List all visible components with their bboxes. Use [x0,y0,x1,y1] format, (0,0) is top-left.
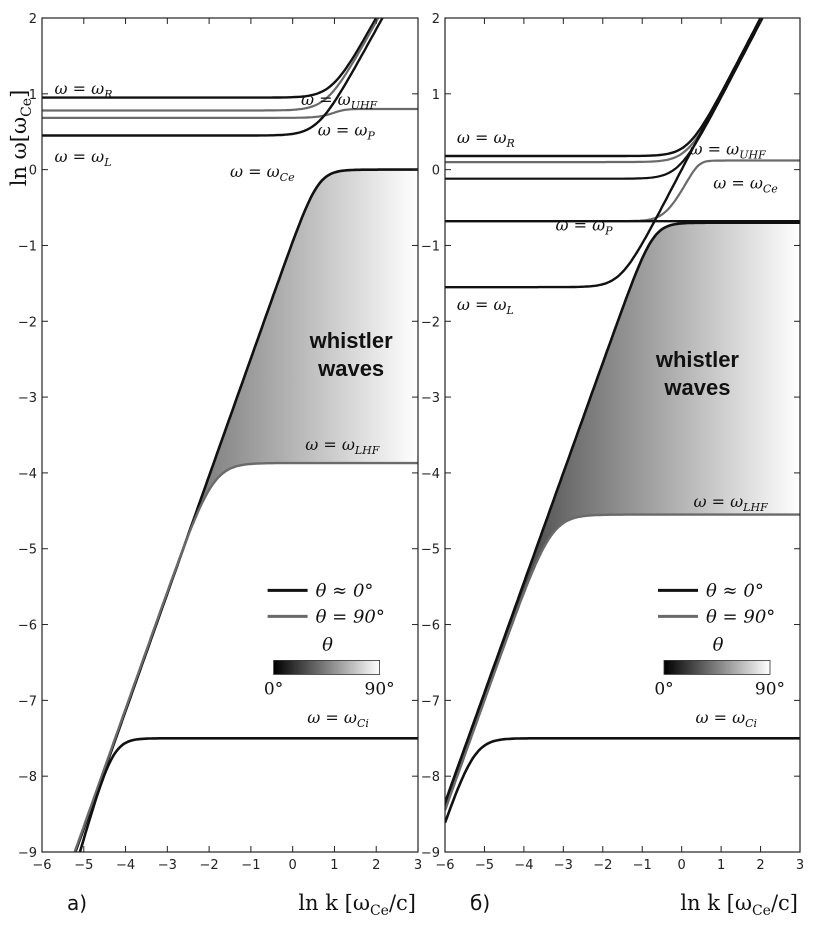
level-label-LHF: ω = ωLHF [694,492,769,514]
x-tick-label: −5 [475,858,494,873]
panel-letter: а) [67,891,87,915]
x-tick-label: −4 [116,858,135,873]
plot-area [42,18,418,852]
x-tick-label: 1 [717,858,725,873]
whistler-shaded-region [445,222,800,811]
y-tick-label: −6 [18,619,37,634]
y-tick-label: −1 [421,239,440,254]
x-tick-label: 3 [796,858,804,873]
region-label-line1: whistler [655,347,740,372]
colorbar-title: θ [322,634,333,655]
legend-label-theta0: θ ≈ 0° [706,580,764,601]
y-tick-label: −9 [18,846,37,861]
R-branch-theta0-curve [42,18,378,99]
legend-label-theta0: θ ≈ 0° [316,580,374,601]
y-tick-label: −2 [421,315,440,330]
x-tick-label: −6 [435,858,454,873]
panel-b: −6 −5 −4 −3 −2 −1 0 1 2 3 2 1 0 −1 −2 −3 −4 −5 −6 −7 −8 −9 ω =… [421,12,804,919]
panel-letter: б) [470,891,490,915]
x-tick-label: −6 [32,858,51,873]
y-tick-label: 2 [432,12,440,27]
y-tick-label: −3 [18,391,37,406]
x-tick-label: 0 [678,858,686,873]
whistler-theta0-curve [445,221,800,804]
colorbar-max-label: 90° [755,679,785,699]
legend-label-theta90: θ = 90° [706,606,775,627]
colorbar-min-label: 0° [264,679,283,699]
lower-hybrid-theta90-curve [445,513,800,811]
colorbar [663,660,771,675]
plot-area [445,18,800,824]
L-branch-theta0-curve [42,18,384,137]
y-tick-label: −8 [421,770,440,785]
whistler-shaded-region [74,169,418,852]
x-tick-label: 2 [372,858,380,873]
x-tick-label: 0 [289,858,297,873]
x-axis-label: ln k [ωCe/c] [680,891,798,919]
colorbar-max-label: 90° [365,679,395,699]
region-label-line1: whistler [309,328,394,353]
y-tick-label: −4 [18,467,37,482]
level-label-Ce: ω = ωCe [230,162,295,184]
plot-frame [41,17,419,853]
x-tick-label: −3 [554,858,573,873]
upper-hybrid-theta90-curve [42,18,380,112]
level-label-P: ω = ωP [555,215,613,237]
x-tick-label: 2 [756,858,764,873]
region-label-line2: waves [317,356,384,381]
x-tick-label: −2 [200,858,219,873]
level-label-P: ω = ωP [318,121,376,143]
x-axis-label: ln k [ωCe/c] [298,891,416,919]
y-tick-label: −3 [421,391,440,406]
level-label-Ci: ω = ωCi [695,708,757,730]
x-tick-label: −2 [593,858,612,873]
y-tick-label: 1 [29,88,37,103]
L-branch-theta0-curve [445,18,762,289]
y-axis-label: ln ω[ωCe] [7,90,35,187]
colorbar-min-label: 0° [654,679,673,699]
y-tick-label: −5 [18,543,37,558]
level-label-L: ω = ωL [457,295,514,317]
colorbar [273,660,381,675]
y-tick-label: −1 [18,239,37,254]
x-tick-label: −3 [158,858,177,873]
P-branch-theta90-curve [42,107,418,119]
y-tick-label: 2 [29,12,37,27]
x-tick-label: −5 [74,858,93,873]
y-tick-label: −5 [421,543,440,558]
region-label-line2: waves [663,375,730,400]
lower-hybrid-theta90-curve [73,461,418,852]
y-tick-label: −9 [421,846,440,861]
x-tick-label: −1 [633,858,652,873]
y-tick-label: −7 [421,694,440,709]
y-tick-label: −8 [18,770,37,785]
ion-cyclotron-theta0-curve [78,737,418,852]
x-tick-label: −1 [241,858,260,873]
y-tick-label: 0 [432,164,440,179]
level-label-UHF: ω = ωUHF [690,139,767,161]
x-tick-label: −4 [514,858,533,873]
level-label-Ce: ω = ωCe [713,174,778,196]
level-label-LHF: ω = ωLHF [305,435,380,457]
panel-a: −6 −5 −4 −3 −2 −1 0 1 2 3 2 1 0 −1 −2 −3 −4 −5 −6 −7 −8 −9 ω =… [18,12,422,919]
y-tick-label: −4 [421,467,440,482]
y-tick-label: −7 [18,694,37,709]
ion-cyclotron-theta0-curve [445,737,800,824]
colorbar-title: θ [713,634,724,655]
level-label-UHF: ω = ωUHF [301,90,378,112]
Ce-branch-theta0-curve [445,18,764,180]
level-label-Ci: ω = ωCi [307,708,369,730]
plot-frame [444,17,801,853]
level-label-L: ω = ωL [55,147,112,169]
legend-label-theta90: θ = 90° [316,606,385,627]
level-label-R: ω = ωR [457,128,515,150]
level-label-R: ω = ωR [55,79,113,101]
y-tick-label: −6 [421,619,440,634]
y-tick-label: 1 [432,88,440,103]
x-tick-label: 1 [330,858,338,873]
y-tick-label: 0 [29,164,37,179]
y-tick-label: −2 [18,315,37,330]
x-tick-label: 3 [414,858,422,873]
